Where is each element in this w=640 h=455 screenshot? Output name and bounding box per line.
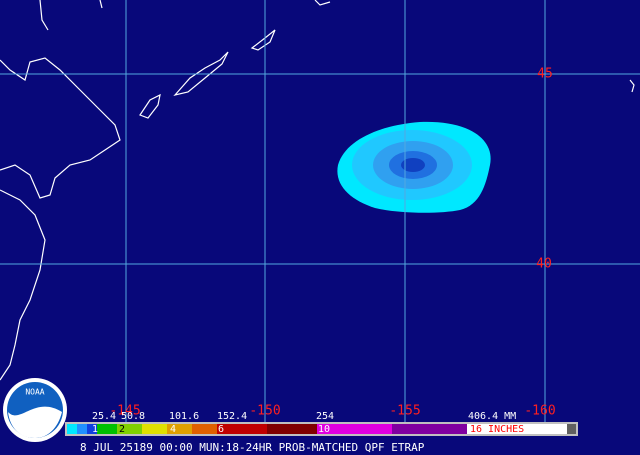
mm-label: 50.8 [121, 411, 145, 422]
latitude-label: 40 [536, 257, 552, 272]
inch-label: 10 [318, 424, 330, 435]
coastline [0, 0, 635, 381]
inch-label: 2 [119, 424, 125, 435]
longitude-label: -155 [389, 404, 420, 419]
footer: 8 JUL 25189 00:00 MUN:18-24HR PROB-MATCH… [80, 441, 425, 454]
mm-label: 254 [316, 411, 334, 422]
inch-label: 6 [218, 424, 224, 435]
logo-text: NOAA [25, 388, 44, 397]
latitude-label: 45 [537, 67, 553, 82]
mm-label: 406.4 MM [468, 411, 516, 422]
graticule [0, 0, 640, 422]
precipitation-area [337, 121, 491, 213]
inch-label: 16 INCHES [470, 424, 524, 435]
inch-label: 4 [170, 424, 176, 435]
mm-label: 152.4 [217, 411, 247, 422]
longitude-label: -160 [524, 404, 555, 419]
mm-label: 101.6 [169, 411, 199, 422]
mm-label: 25.4 [92, 411, 116, 422]
longitude-label: -150 [249, 404, 280, 419]
inch-label: 1 [92, 424, 98, 435]
noaa-logo: NOAA [3, 378, 67, 442]
color-scale: 1 2 4 6 10 16 INCHES [65, 422, 578, 436]
longitude-label: -145 [109, 404, 140, 419]
